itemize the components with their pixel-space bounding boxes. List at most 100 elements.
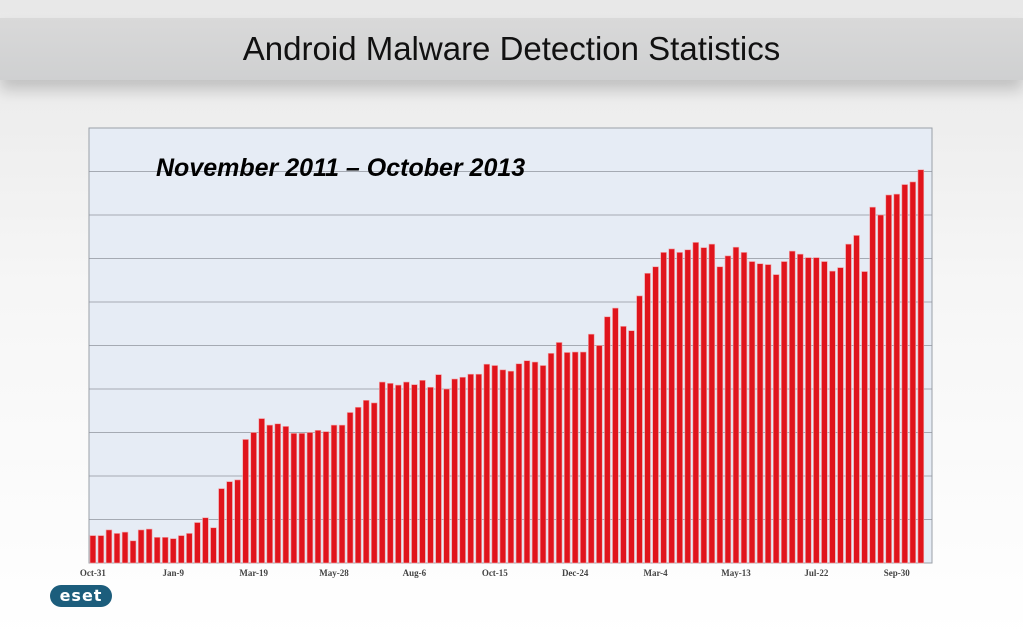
bar [547,353,555,564]
bar [740,252,748,564]
bar [298,433,306,564]
bar [137,529,145,564]
bar [596,345,603,564]
bar [700,247,708,564]
title-band [0,18,1023,80]
bar [371,402,378,564]
bar [748,261,756,564]
bar [435,374,442,564]
bar [845,243,852,564]
bar [604,316,611,564]
bar [314,430,322,564]
bar [789,250,796,564]
x-tick-label: May-13 [721,568,751,578]
bar [145,528,153,564]
bar [652,266,659,564]
bar [210,527,217,564]
bar [154,537,161,564]
bar [467,373,474,564]
x-axis-ticks: Oct-31 Jan-9 Mar-19 May-28 Aug-6 Oct-15 Dec-24… [80,568,910,578]
bar [772,274,780,564]
bar [668,248,675,564]
bar [917,169,925,564]
bar [612,307,619,564]
bar [266,424,273,564]
bar [580,351,587,564]
bar [732,246,740,564]
bar [829,270,836,564]
bar [250,432,257,564]
bar [821,261,828,564]
bar [716,266,724,564]
bar [395,384,402,564]
bar [636,295,643,564]
bar [531,361,539,564]
bar [419,379,426,564]
bar [764,264,772,564]
bar [781,261,788,564]
x-tick-label: Jul-22 [804,568,829,578]
bar [620,326,627,564]
x-tick-label: Aug-6 [403,568,427,578]
bar [756,263,764,564]
bar [692,242,699,564]
bar [877,214,884,564]
bar [89,535,97,564]
bar [218,488,225,564]
bar [837,267,844,564]
bar [129,540,137,564]
bar [451,378,458,564]
bar [363,400,370,564]
bar [563,352,571,564]
bar [555,342,563,564]
bar [387,383,394,564]
bar [483,363,490,564]
x-tick-label: Mar-4 [644,568,669,578]
bar-series [89,169,925,564]
bar [354,406,362,564]
bar [885,194,892,564]
bar [403,381,410,564]
bar [194,522,201,564]
x-tick-label: May-28 [319,568,349,578]
bar [226,481,233,564]
chart-subtitle: November 2011 – October 2013 [156,154,526,182]
bar [724,255,732,564]
bar [572,351,579,564]
bar [170,538,177,564]
bar [234,479,241,564]
bar [901,184,908,564]
bar [427,386,434,564]
bar [909,181,917,564]
bar [893,193,900,564]
x-tick-label: Dec-24 [562,568,589,578]
bar [684,249,691,564]
bar [97,535,105,564]
bar [861,271,868,564]
x-tick-label: Oct-31 [80,568,106,578]
bar [306,432,314,564]
bar [644,272,651,564]
bar [379,381,386,564]
bar [523,360,531,564]
bar [105,529,113,564]
bar [202,517,209,564]
bar [459,376,466,564]
bar [338,424,346,564]
bar [274,423,281,564]
bar [282,426,290,564]
bar [162,537,169,564]
bar [113,533,121,564]
bar [290,433,298,564]
bar [869,206,876,564]
bar [178,535,185,564]
bar [515,363,523,564]
bar [499,369,507,564]
bar [507,370,515,564]
bar [708,243,716,564]
x-tick-label: Jan-9 [163,568,185,578]
eset-logo: eset [50,585,112,607]
bar [539,365,547,564]
bar [242,439,249,564]
